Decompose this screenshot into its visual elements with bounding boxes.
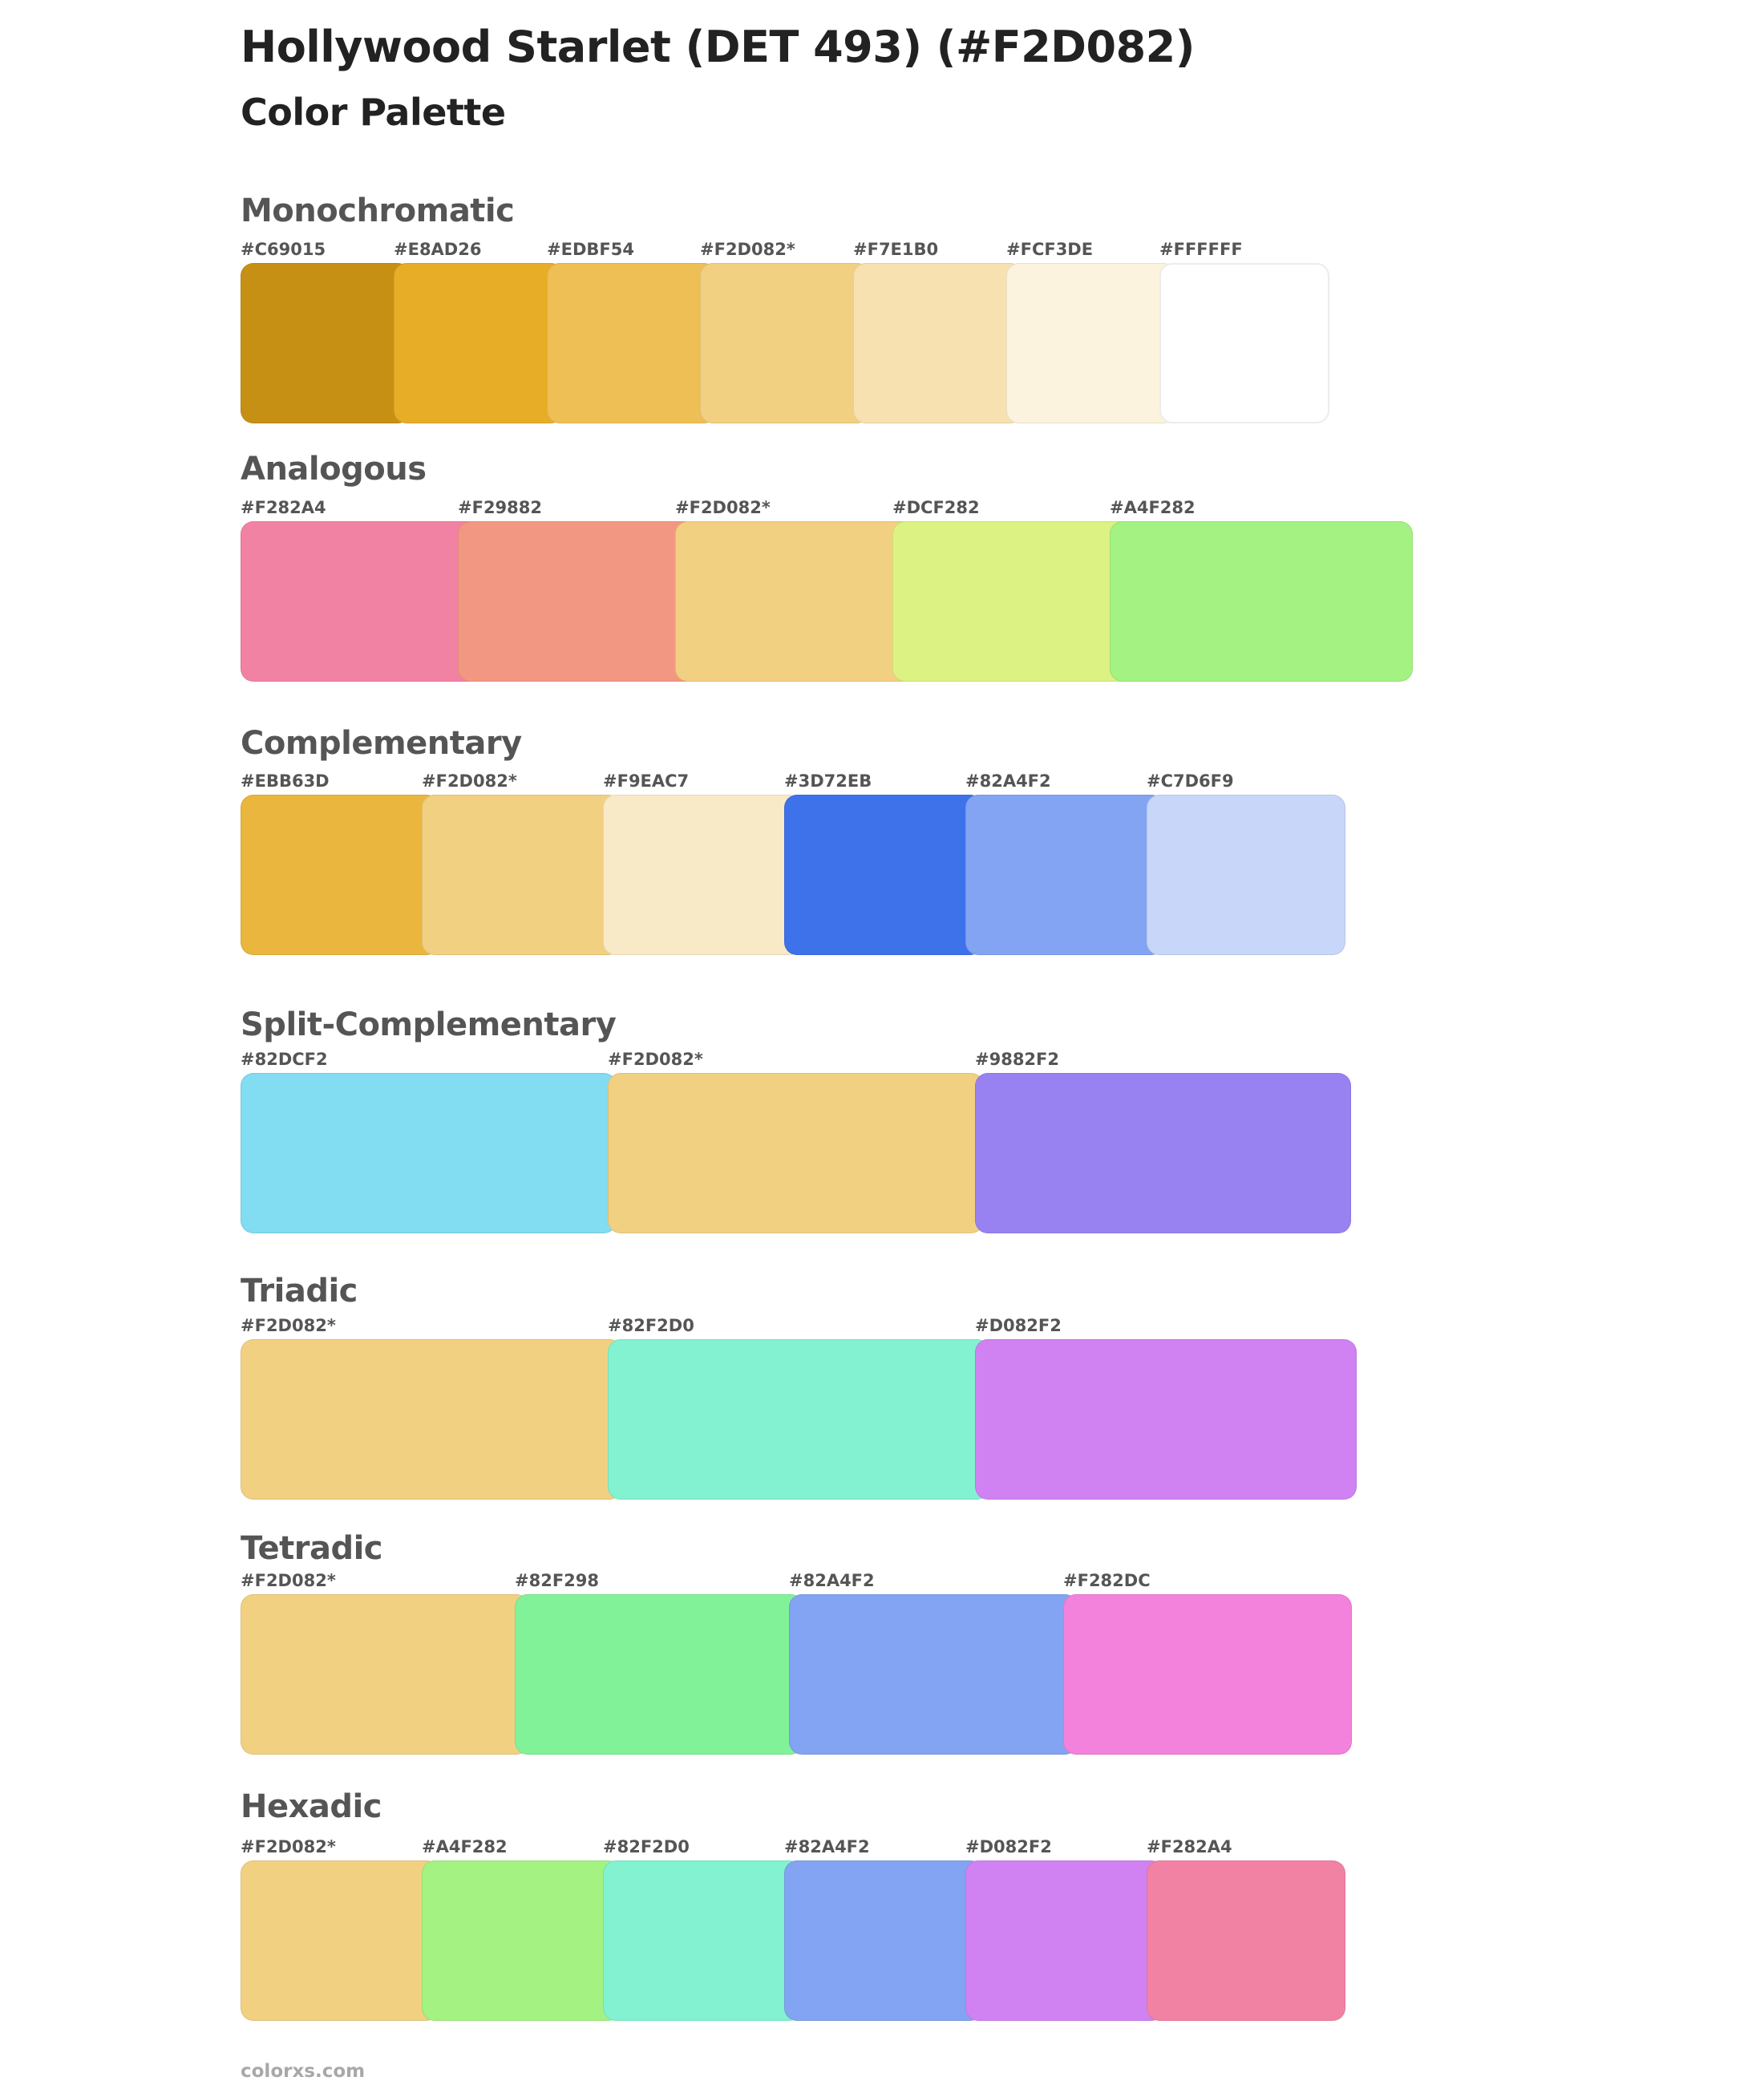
- color-swatch[interactable]: [608, 1073, 984, 1233]
- swatch-hex-label: #82A4F2: [789, 1571, 875, 1590]
- swatch-hex-label: #82A4F2: [965, 771, 1051, 791]
- color-swatch[interactable]: [394, 263, 564, 423]
- section-title-analogous: Analogous: [241, 451, 427, 488]
- color-swatch[interactable]: [1147, 795, 1345, 955]
- page-title: Hollywood Starlet (DET 493) (#F2D082): [241, 22, 1195, 72]
- swatch-hex-label: #F282A4: [241, 498, 326, 517]
- swatch-hex-label: #F2D082*: [241, 1837, 336, 1856]
- swatch-hex-label: #82F2D0: [603, 1837, 690, 1856]
- color-swatch[interactable]: [784, 1860, 983, 2021]
- swatch-hex-label: #F282DC: [1063, 1571, 1151, 1590]
- footer-site-link[interactable]: colorxs.com: [241, 2061, 366, 2082]
- page-subtitle: Color Palette: [241, 91, 506, 134]
- color-swatch[interactable]: [241, 1339, 622, 1500]
- swatch-hex-label: #A4F282: [422, 1837, 508, 1856]
- color-swatch[interactable]: [603, 1860, 802, 2021]
- swatch-hex-label: #F2D082*: [700, 240, 795, 259]
- swatch-hex-label: #3D72EB: [784, 771, 872, 791]
- swatch-hex-label: #FFFFFF: [1159, 240, 1243, 259]
- color-swatch[interactable]: [1063, 1594, 1352, 1755]
- color-swatch[interactable]: [241, 795, 439, 955]
- swatch-hex-label: #9882F2: [975, 1050, 1059, 1069]
- color-swatch[interactable]: [608, 1339, 989, 1500]
- section-title-hexadic: Hexadic: [241, 1788, 382, 1825]
- color-swatch[interactable]: [965, 795, 1164, 955]
- section-title-complementary: Complementary: [241, 725, 522, 762]
- color-swatch[interactable]: [1147, 1860, 1345, 2021]
- swatch-hex-label: #E8AD26: [394, 240, 482, 259]
- color-swatch[interactable]: [241, 263, 411, 423]
- swatch-hex-label: #F2D082*: [422, 771, 517, 791]
- color-swatch[interactable]: [965, 1860, 1164, 2021]
- color-swatch[interactable]: [422, 795, 621, 955]
- swatch-hex-label: #DCF282: [892, 498, 980, 517]
- swatch-hex-label: #A4F282: [1110, 498, 1196, 517]
- swatch-hex-label: #F29882: [458, 498, 542, 517]
- section-title-split-complementary: Split-Complementary: [241, 1006, 617, 1043]
- swatch-hex-label: #F2D082*: [675, 498, 771, 517]
- swatch-hex-label: #F2D082*: [241, 1571, 336, 1590]
- color-swatch[interactable]: [422, 1860, 621, 2021]
- color-swatch[interactable]: [241, 1860, 439, 2021]
- section-title-tetradic: Tetradic: [241, 1530, 383, 1567]
- color-swatch[interactable]: [975, 1073, 1351, 1233]
- color-swatch[interactable]: [700, 263, 870, 423]
- swatch-hex-label: #F7E1B0: [853, 240, 939, 259]
- swatch-hex-label: #F282A4: [1147, 1837, 1232, 1856]
- swatch-hex-label: #82F298: [515, 1571, 599, 1590]
- color-swatch[interactable]: [789, 1594, 1078, 1755]
- section-title-monochromatic: Monochromatic: [241, 192, 515, 229]
- swatch-hex-label: #C69015: [241, 240, 326, 259]
- swatch-hex-label: #F2D082*: [608, 1050, 703, 1069]
- color-swatch[interactable]: [547, 263, 717, 423]
- swatch-hex-label: #FCF3DE: [1006, 240, 1094, 259]
- color-swatch[interactable]: [241, 1594, 529, 1755]
- swatch-hex-label: #D082F2: [975, 1316, 1062, 1335]
- swatch-hex-label: #82F2D0: [608, 1316, 694, 1335]
- color-swatch[interactable]: [515, 1594, 803, 1755]
- color-swatch[interactable]: [975, 1339, 1357, 1500]
- section-title-triadic: Triadic: [241, 1273, 358, 1310]
- swatch-hex-label: #EBB63D: [241, 771, 330, 791]
- color-swatch[interactable]: [1110, 521, 1413, 682]
- swatch-hex-label: #82DCF2: [241, 1050, 328, 1069]
- swatch-hex-label: #EDBF54: [547, 240, 634, 259]
- swatch-hex-label: #C7D6F9: [1147, 771, 1234, 791]
- color-swatch[interactable]: [603, 795, 802, 955]
- swatch-hex-label: #F2D082*: [241, 1316, 336, 1335]
- swatch-hex-label: #D082F2: [965, 1837, 1052, 1856]
- color-swatch[interactable]: [241, 1073, 617, 1233]
- swatch-hex-label: #82A4F2: [784, 1837, 870, 1856]
- color-swatch[interactable]: [1006, 263, 1176, 423]
- color-swatch[interactable]: [853, 263, 1023, 423]
- swatch-hex-label: #F9EAC7: [603, 771, 690, 791]
- color-swatch[interactable]: [784, 795, 983, 955]
- color-swatch[interactable]: [1159, 263, 1329, 423]
